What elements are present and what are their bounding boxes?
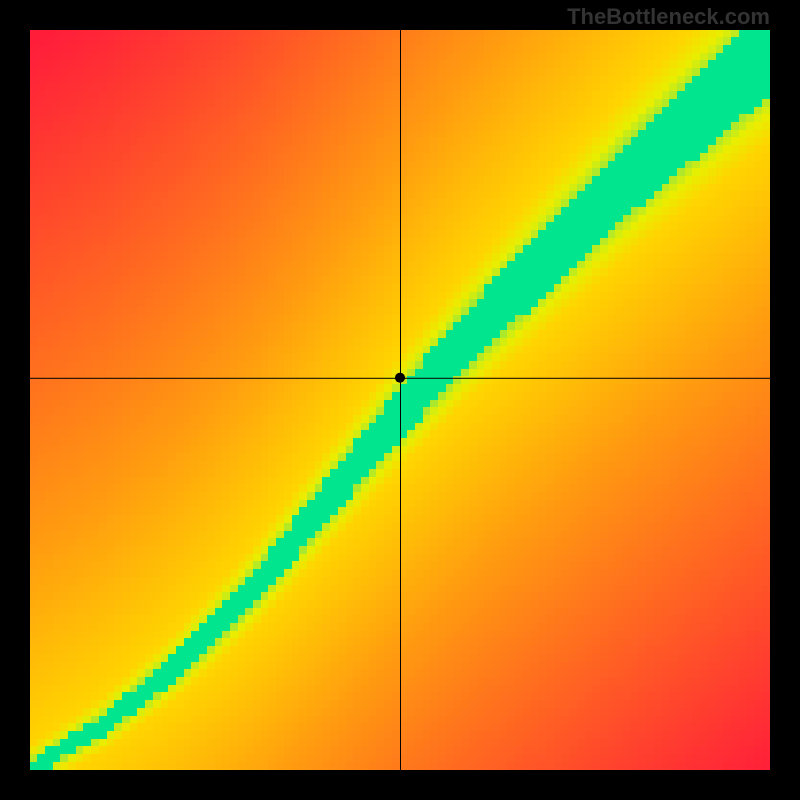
watermark-text: TheBottleneck.com [567, 4, 770, 30]
heatmap-plot [30, 30, 770, 770]
heatmap-canvas [30, 30, 770, 770]
chart-container: TheBottleneck.com [0, 0, 800, 800]
